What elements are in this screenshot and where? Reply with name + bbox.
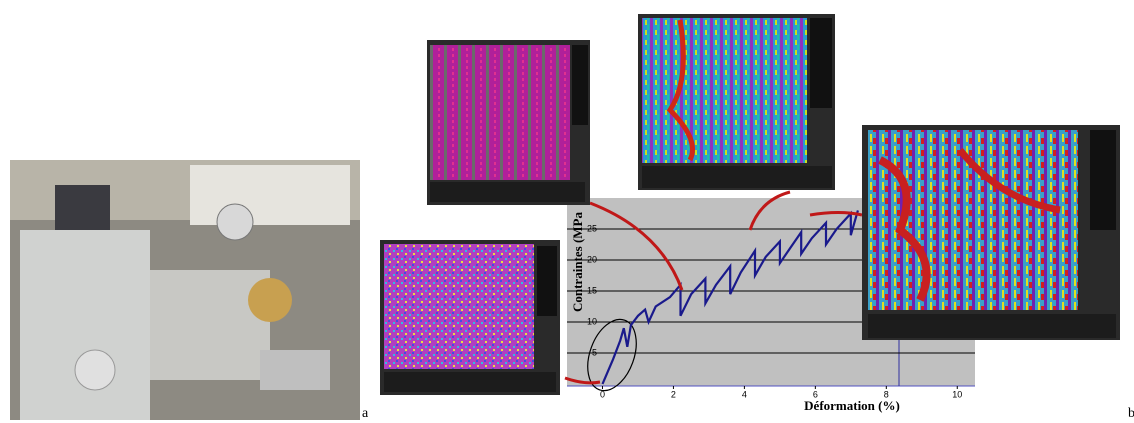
x-tick-label: 4 bbox=[742, 389, 747, 399]
y-tick-label: 5 bbox=[592, 347, 597, 357]
highlight-ellipse bbox=[587, 318, 637, 392]
thumbnails bbox=[380, 14, 1120, 395]
x-tick-label: 6 bbox=[813, 389, 818, 399]
y-tick-label: 25 bbox=[587, 223, 597, 233]
x-tick-label: 10 bbox=[952, 389, 962, 399]
y-axis-label: Contraintes (MPa bbox=[570, 212, 585, 313]
x-tick-label: 8 bbox=[884, 389, 889, 399]
x-tick-label: 2 bbox=[671, 389, 676, 399]
connectors bbox=[564, 190, 863, 385]
y-tick-label: 15 bbox=[587, 285, 597, 295]
data-line bbox=[601, 210, 859, 385]
x-axis-label: Déformation (%) bbox=[804, 398, 900, 413]
y-tick-label: 20 bbox=[587, 254, 597, 264]
y-tick-label: 10 bbox=[587, 316, 597, 326]
photo bbox=[10, 160, 360, 420]
x-tick-label: 0 bbox=[600, 389, 605, 399]
panel-label: a bbox=[362, 406, 369, 421]
panel-label: b bbox=[1128, 406, 1134, 421]
